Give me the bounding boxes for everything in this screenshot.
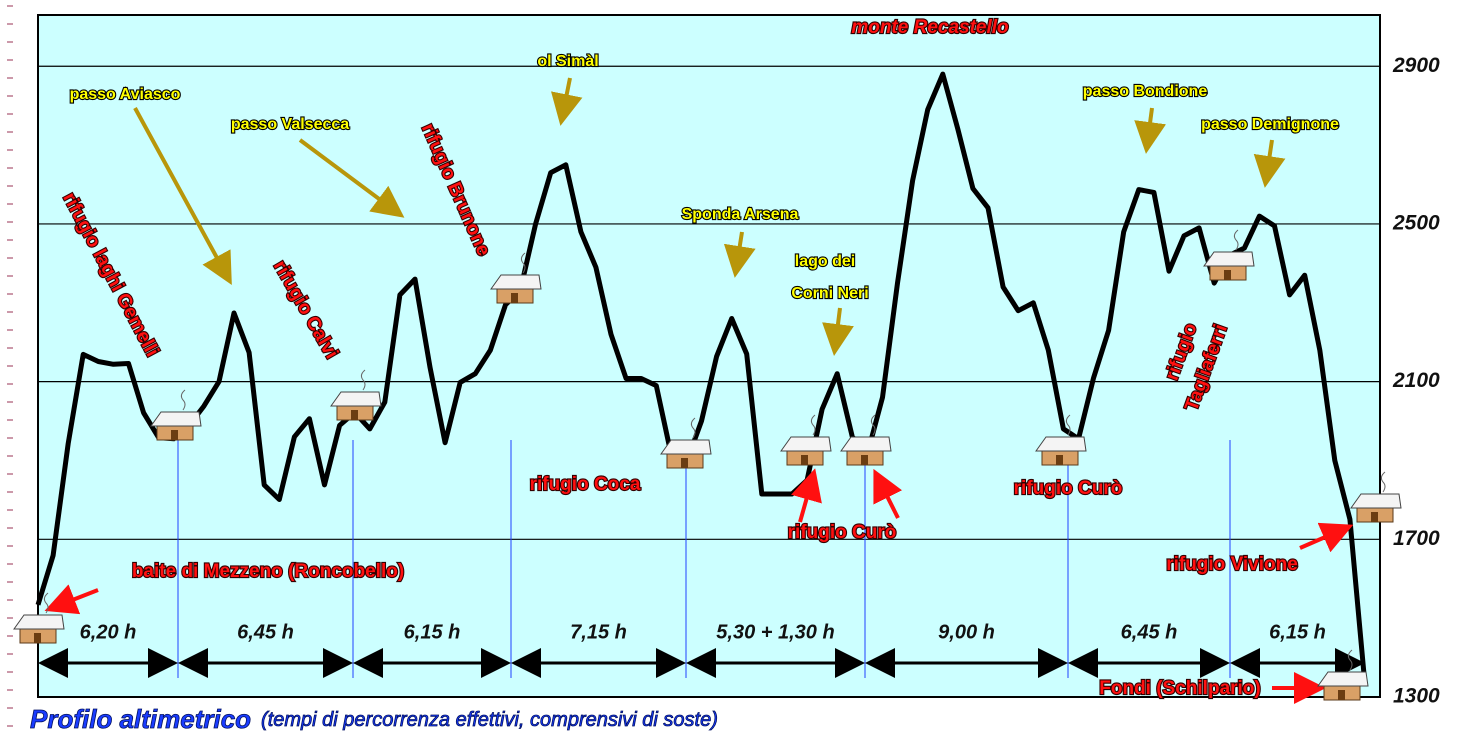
- arrow: [1253, 139, 1286, 188]
- arrow: [133, 107, 232, 286]
- hut: [780, 414, 832, 466]
- annotation: Sponda Arsena: [682, 206, 799, 223]
- annotation: rifugio Coca: [530, 474, 641, 495]
- arrow: [551, 77, 583, 126]
- hut-door: [681, 458, 688, 468]
- hut-door: [171, 430, 178, 440]
- hut-door: [861, 455, 868, 465]
- annotation: baite di Mezzeno (Roncobello): [132, 561, 404, 582]
- hut-roof: [330, 391, 382, 407]
- annotation: rifugio Vivione: [1166, 554, 1298, 575]
- hut-smoke: [1065, 414, 1071, 436]
- hut: [660, 417, 712, 469]
- stage-time: 9,00 h: [938, 621, 995, 643]
- hut: [490, 252, 542, 304]
- stages: 6,20 h 6,45 h 6,15 h 7,15 h 5,30 + 1,30 h 9,0…: [38, 440, 1365, 678]
- hut-roof: [1035, 436, 1087, 452]
- grid: 1300 1700 2100 2500 2900: [38, 54, 1440, 708]
- hut: [1317, 649, 1369, 701]
- hut-door: [511, 293, 518, 303]
- hut: [150, 389, 202, 441]
- annotation: monte Recastello: [851, 17, 1008, 38]
- y-tick-label: 2500: [1392, 211, 1440, 234]
- hut-smoke: [180, 389, 186, 411]
- stage-time: 7,15 h: [570, 621, 627, 643]
- hut-roof: [660, 439, 712, 455]
- annotation: lago dei: [795, 253, 855, 270]
- hut-roof: [1350, 493, 1402, 509]
- hut-smoke: [1347, 649, 1353, 671]
- arrows: [44, 77, 1354, 704]
- huts: [13, 229, 1402, 701]
- annotation: passo Bondione: [1083, 83, 1208, 100]
- annotation: passo Demignone: [1201, 116, 1339, 133]
- annotation: passo Valsecca: [231, 116, 349, 133]
- y-tick-label: 1300: [1393, 685, 1440, 708]
- hut-roof: [490, 274, 542, 290]
- hut-smoke: [870, 414, 876, 436]
- stage-time: 6,15 h: [404, 621, 461, 643]
- hut-roof: [1203, 251, 1255, 267]
- hut-roof: [150, 411, 202, 427]
- hut: [1350, 471, 1402, 523]
- hut: [330, 369, 382, 421]
- hut-smoke: [1233, 229, 1239, 251]
- hut-roof: [840, 436, 892, 452]
- hut: [1035, 414, 1087, 466]
- hut-door: [1371, 512, 1378, 522]
- hut-door: [1224, 270, 1231, 280]
- hut-roof: [13, 614, 65, 630]
- hut-door: [351, 410, 358, 420]
- hut-door: [801, 455, 808, 465]
- hut: [1203, 229, 1255, 281]
- annotation: passo Aviasco: [70, 86, 181, 103]
- hut-smoke: [43, 592, 49, 614]
- arrow: [298, 138, 405, 218]
- hut-door: [34, 633, 41, 643]
- hut-smoke: [1380, 471, 1386, 493]
- hut-smoke: [360, 369, 366, 391]
- y-tick-label: 1700: [1393, 527, 1440, 550]
- hut-roof: [1317, 671, 1369, 687]
- annotation: Corni Neri: [791, 285, 868, 302]
- annotation: Fondi (Schilpario): [1099, 678, 1261, 699]
- arrow: [723, 231, 756, 278]
- annotation: rifugio Curò: [788, 522, 897, 543]
- arrow: [822, 307, 854, 356]
- arrow: [44, 584, 99, 615]
- stage-time: 5,30 + 1,30 h: [716, 621, 834, 643]
- title: Profilo altimetrico: [30, 704, 251, 734]
- annotation: rifugio Curò: [1014, 478, 1123, 499]
- y-tick-label: 2900: [1392, 54, 1440, 77]
- subtitle: (tempi di percorrenza effettivi, compren…: [261, 709, 718, 731]
- hut-smoke: [520, 252, 526, 274]
- arrow: [1134, 107, 1166, 154]
- hut-smoke: [810, 414, 816, 436]
- hut-door: [1338, 690, 1345, 700]
- profile: [35, 71, 1368, 686]
- stage-time: 6,45 h: [237, 621, 294, 643]
- stage-time: 6,20 h: [80, 621, 137, 643]
- arrow: [791, 468, 822, 523]
- stage-time: 6,15 h: [1269, 621, 1326, 643]
- hut-door: [1056, 455, 1063, 465]
- arrow: [873, 468, 903, 519]
- stage-time: 6,45 h: [1121, 621, 1178, 643]
- arrow: [1299, 522, 1354, 553]
- hut-smoke: [690, 417, 696, 439]
- chart-title: Profilo altimetrico (tempi di percorrenza…: [30, 704, 718, 734]
- hut: [840, 414, 892, 466]
- annotation: ol Simàl: [537, 53, 598, 70]
- hut-roof: [780, 436, 832, 452]
- y-tick-label: 2100: [1392, 369, 1440, 392]
- profile-line: [35, 71, 1368, 686]
- hut: [13, 592, 65, 644]
